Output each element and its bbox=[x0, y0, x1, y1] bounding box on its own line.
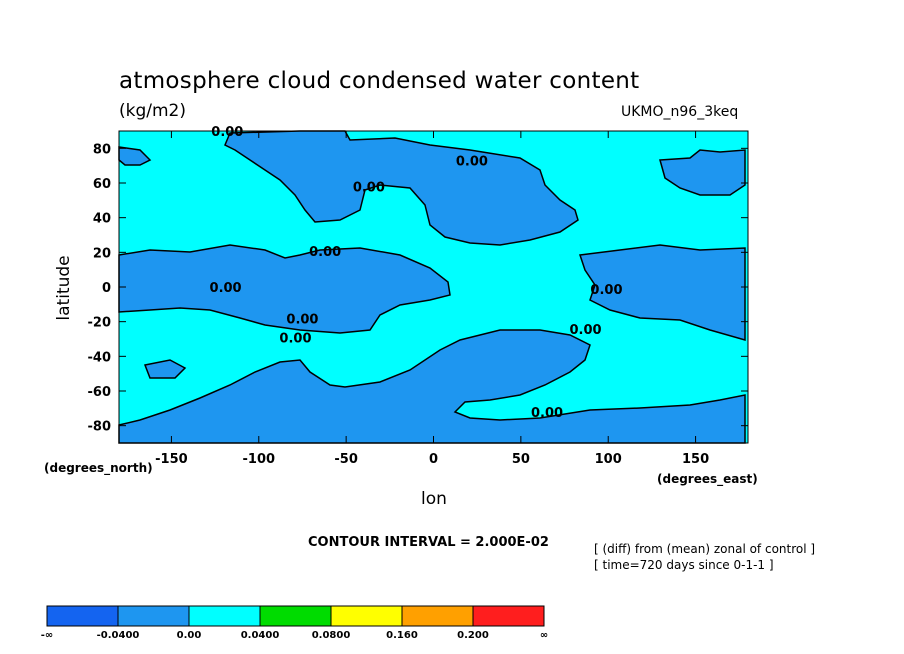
chart-units: (kg/m2) bbox=[119, 101, 187, 121]
x-tick-label: -150 bbox=[155, 452, 188, 467]
x-tick-label: 100 bbox=[595, 452, 622, 467]
colorbar-swatch bbox=[401, 605, 474, 627]
y-tick-label: -60 bbox=[88, 385, 112, 400]
region-south-west-isle bbox=[143, 359, 187, 379]
x-tick-label: 150 bbox=[682, 452, 709, 467]
y-tick-label: -40 bbox=[88, 350, 112, 365]
contour-label: 0.00 bbox=[569, 323, 601, 338]
contour-label: 0.00 bbox=[353, 181, 385, 196]
colorbar-label: 0.200 bbox=[457, 630, 489, 641]
x-tick-label: 0 bbox=[429, 452, 438, 467]
contour-label: 0.00 bbox=[211, 125, 243, 140]
region-tropics-east bbox=[578, 244, 746, 341]
colorbar-swatch bbox=[46, 605, 119, 627]
y-tick-label: 60 bbox=[93, 177, 111, 192]
y-tick-label: 80 bbox=[93, 142, 111, 157]
y-tick-label: -80 bbox=[88, 420, 112, 435]
contour-label: 0.00 bbox=[531, 406, 563, 421]
x-axis-label: lon bbox=[421, 489, 447, 509]
region-north-east bbox=[659, 149, 746, 196]
y-tick-label: -20 bbox=[88, 316, 112, 331]
colorbar-swatch bbox=[472, 605, 545, 627]
contour-label: 0.00 bbox=[279, 331, 311, 346]
x-tick-label: 50 bbox=[512, 452, 530, 467]
contour-label: 0.00 bbox=[309, 245, 341, 260]
contour-label: 0.00 bbox=[456, 155, 488, 170]
colorbar-label: -0.0400 bbox=[97, 630, 140, 641]
time-note: [ time=720 days since 0-1-1 ] bbox=[594, 558, 774, 572]
colorbar-label: -∞ bbox=[41, 630, 53, 641]
diff-note: [ (diff) from (mean) zonal of control ] bbox=[594, 542, 816, 556]
chart-title: atmosphere cloud condensed water content bbox=[119, 68, 640, 94]
colorbar-swatch bbox=[188, 605, 261, 627]
region-tropics-west bbox=[118, 244, 451, 334]
region-south bbox=[118, 329, 746, 444]
x-axis-ticks: -150 -100 -50 0 50 100 150 bbox=[155, 131, 709, 467]
colorbar-label: 0.0800 bbox=[312, 630, 351, 641]
contour-labels: 0.00 0.00 0.00 0.00 0.00 0.00 0.00 0.00 0.00 0.00 bbox=[210, 125, 623, 421]
model-name: UKMO_n96_3keq bbox=[621, 104, 739, 120]
x-tick-label: -100 bbox=[243, 452, 276, 467]
colorbar-swatch bbox=[330, 605, 403, 627]
y-tick-label: 40 bbox=[93, 212, 111, 227]
colorbar-label: 0.0400 bbox=[241, 630, 280, 641]
colorbar-swatch bbox=[259, 605, 332, 627]
x-tick-label: -50 bbox=[334, 452, 358, 467]
colorbar-label: ∞ bbox=[540, 630, 548, 641]
region-north-asia bbox=[224, 130, 579, 246]
y-tick-label: 0 bbox=[102, 281, 111, 296]
colorbar-label: 0.00 bbox=[177, 630, 202, 641]
y-axis-ticks: 80 60 40 20 0 -20 -40 -60 -80 bbox=[88, 142, 748, 435]
contour-interval: CONTOUR INTERVAL = 2.000E-02 bbox=[308, 535, 549, 550]
negative-regions bbox=[118, 130, 746, 444]
colorbar: -∞ -0.0400 0.00 0.0400 0.0800 0.160 0.200 ∞ bbox=[41, 605, 548, 641]
colorbar-label: 0.160 bbox=[386, 630, 418, 641]
contour-label: 0.00 bbox=[210, 281, 242, 296]
contour-label: 0.00 bbox=[590, 283, 622, 298]
x-axis-unit: (degrees_east) bbox=[657, 472, 758, 486]
colorbar-swatch bbox=[117, 605, 190, 627]
y-tick-label: 20 bbox=[93, 246, 111, 261]
y-axis-unit: (degrees_north) bbox=[44, 461, 153, 475]
contour-label: 0.00 bbox=[286, 312, 318, 327]
